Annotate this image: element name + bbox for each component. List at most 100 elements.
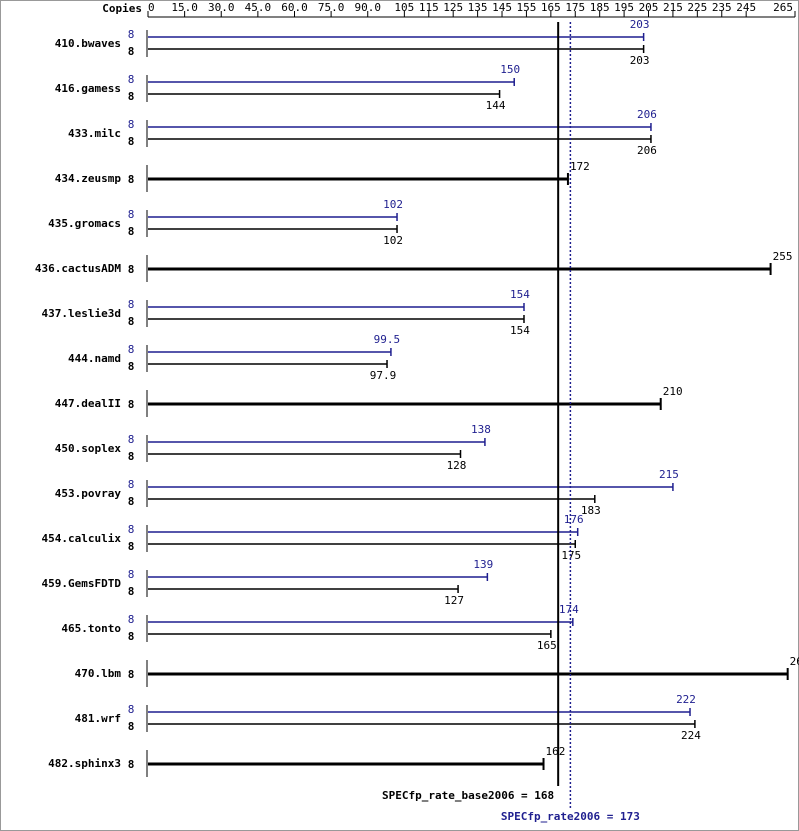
copies: 8 [128, 433, 135, 446]
reference-label: SPECfp_rate_base2006 = 168 [382, 789, 554, 802]
copies: 8 [128, 118, 135, 131]
copies: 8 [128, 208, 135, 221]
value-label: 99.5 [374, 333, 401, 346]
copies: 8 [128, 315, 135, 328]
benchmark-label: 459.GemsFDTD [42, 577, 122, 590]
copies: 8 [128, 613, 135, 626]
copies: 8 [128, 758, 135, 771]
x-tick-label: 45.0 [245, 1, 272, 14]
copies: 8 [128, 668, 135, 681]
benchmark-label: 434.zeusmp [55, 172, 122, 185]
benchmark-label: 465.tonto [61, 622, 121, 635]
value-label: 255 [773, 250, 793, 263]
x-tick-label: 30.0 [208, 1, 235, 14]
value-label: 139 [473, 558, 493, 571]
value-label: 127 [444, 594, 464, 607]
copies: 8 [128, 135, 135, 148]
x-tick-label: 215 [663, 1, 683, 14]
x-tick-label: 235 [712, 1, 732, 14]
x-tick-label: 75.0 [318, 1, 345, 14]
x-tick-label: 155 [516, 1, 536, 14]
copies: 8 [128, 173, 135, 186]
value-label: 165 [537, 639, 557, 652]
x-tick-label: 225 [687, 1, 707, 14]
benchmark-label: 435.gromacs [48, 217, 121, 230]
value-label: 203 [630, 54, 650, 67]
value-label: 162 [546, 745, 566, 758]
x-tick-label: 265 [773, 1, 793, 14]
value-label: 102 [383, 198, 403, 211]
benchmark-label: 481.wrf [75, 712, 121, 725]
x-tick-label: 0 [148, 1, 155, 14]
value-label: 215 [659, 468, 679, 481]
value-label: 222 [676, 693, 696, 706]
copies: 8 [128, 630, 135, 643]
x-tick-label: 205 [639, 1, 659, 14]
x-tick-label: 145 [492, 1, 512, 14]
value-label: 154 [510, 324, 530, 337]
copies: 8 [128, 90, 135, 103]
value-label: 224 [681, 729, 701, 742]
copies: 8 [128, 263, 135, 276]
copies: 8 [128, 540, 135, 553]
x-tick-label: 175 [565, 1, 585, 14]
copies-header: Copies [102, 2, 142, 15]
benchmark-label: 470.lbm [75, 667, 122, 680]
value-label: 128 [447, 459, 467, 472]
value-label: 172 [570, 160, 590, 173]
value-label: 206 [637, 108, 657, 121]
value-label: 206 [637, 144, 657, 157]
copies: 8 [128, 478, 135, 491]
value-label: 138 [471, 423, 491, 436]
benchmark-label: 410.bwaves [55, 37, 121, 50]
benchmark-label: 450.soplex [55, 442, 122, 455]
x-tick-label: 125 [443, 1, 463, 14]
copies: 8 [128, 720, 135, 733]
copies: 8 [128, 45, 135, 58]
copies: 8 [128, 225, 135, 238]
copies: 8 [128, 298, 135, 311]
copies: 8 [128, 360, 135, 373]
benchmark-label: 416.gamess [55, 82, 121, 95]
x-tick-label: 165 [541, 1, 561, 14]
copies: 8 [128, 568, 135, 581]
copies: 8 [128, 495, 135, 508]
value-label: 154 [510, 288, 530, 301]
benchmark-label: 453.povray [55, 487, 122, 500]
value-label: 210 [663, 385, 683, 398]
benchmark-label: 454.calculix [42, 532, 122, 545]
x-tick-label: 245 [736, 1, 756, 14]
copies: 8 [128, 73, 135, 86]
value-label: 183 [581, 504, 601, 517]
value-label: 144 [486, 99, 506, 112]
x-tick-label: 195 [614, 1, 634, 14]
copies: 8 [128, 28, 135, 41]
copies: 8 [128, 450, 135, 463]
value-label: 97.9 [370, 369, 397, 382]
copies: 8 [128, 343, 135, 356]
copies: 8 [128, 523, 135, 536]
value-label: 203 [630, 18, 650, 31]
x-tick-label: 105 [394, 1, 414, 14]
value-label: 150 [500, 63, 520, 76]
x-tick-label: 90.0 [354, 1, 381, 14]
value-label: 262 [790, 655, 799, 668]
reference-label: SPECfp_rate2006 = 173 [501, 810, 640, 823]
benchmark-label: 447.dealII [55, 397, 121, 410]
x-tick-label: 60.0 [281, 1, 308, 14]
value-label: 176 [564, 513, 584, 526]
benchmark-label: 482.sphinx3 [48, 757, 121, 770]
value-label: 175 [561, 549, 581, 562]
benchmark-label: 437.leslie3d [42, 307, 121, 320]
benchmark-label: 436.cactusADM [35, 262, 121, 275]
x-tick-label: 185 [590, 1, 610, 14]
benchmark-label: 444.namd [68, 352, 121, 365]
value-label: 174 [559, 603, 579, 616]
copies: 8 [128, 585, 135, 598]
value-label: 102 [383, 234, 403, 247]
copies: 8 [128, 398, 135, 411]
benchmark-label: 433.milc [68, 127, 121, 140]
x-tick-label: 15.0 [171, 1, 198, 14]
